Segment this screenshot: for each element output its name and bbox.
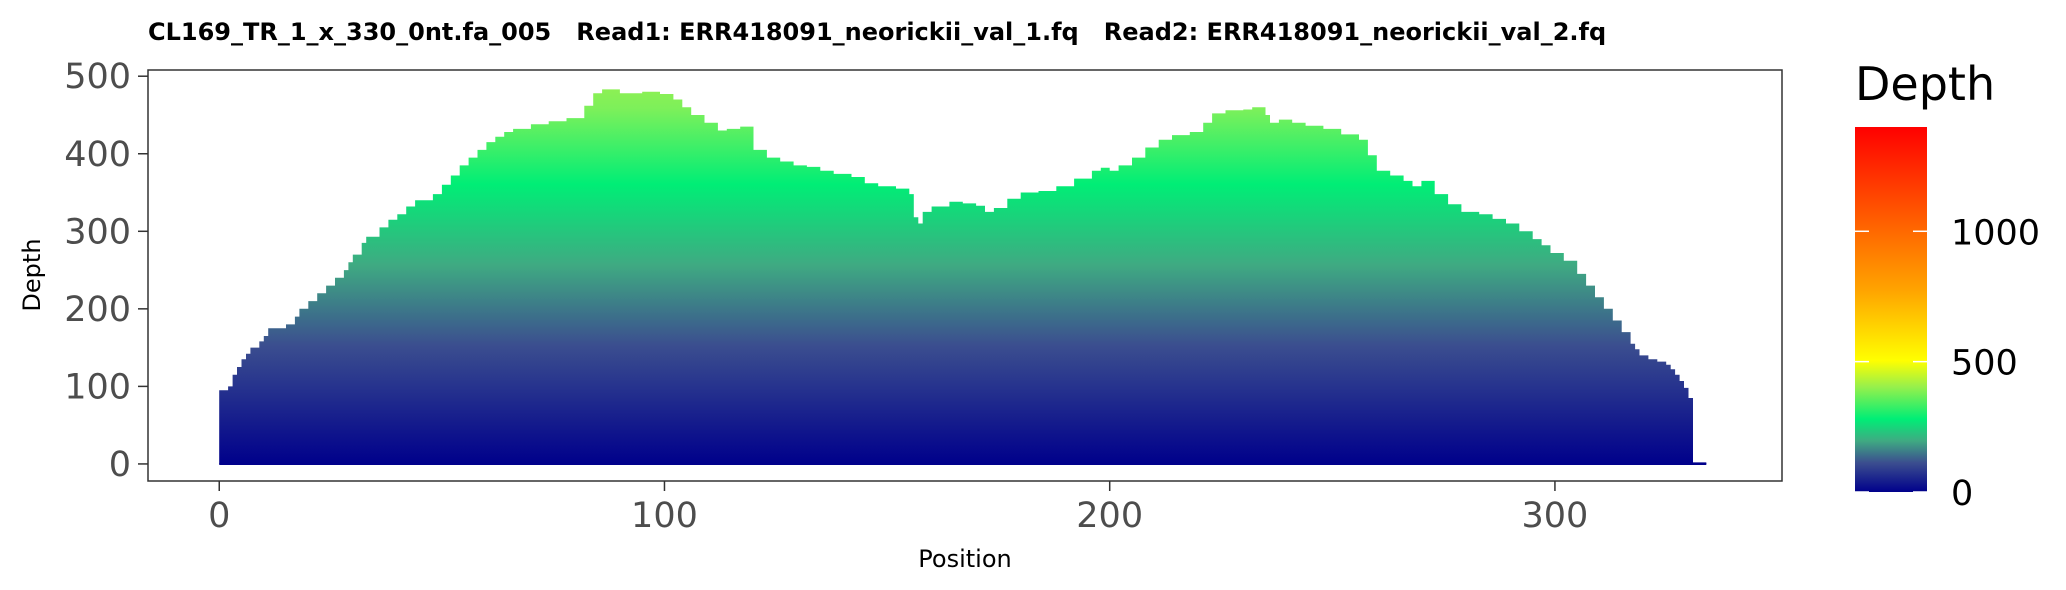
x-tick-label: 0 <box>208 496 230 536</box>
x-axis: 0 100 200 300 <box>208 481 1588 536</box>
x-tick-label: 200 <box>1076 496 1143 536</box>
plot-area <box>219 89 1707 465</box>
chart-title: CL169_TR_1_x_330_0nt.fa_005 Read1: ERR41… <box>148 18 1606 46</box>
legend: Depth 0 500 1000 <box>1855 57 2040 514</box>
legend-colorbar <box>1855 127 1927 492</box>
legend-tick-label: 0 <box>1951 474 1973 514</box>
x-tick-label: 300 <box>1522 496 1589 536</box>
legend-tick-label: 1000 <box>1951 213 2040 253</box>
legend-title: Depth <box>1855 57 1995 111</box>
depth-area <box>219 89 1707 464</box>
y-tick-label: 100 <box>64 367 131 407</box>
y-tick-label: 0 <box>109 445 131 485</box>
x-tick-label: 100 <box>631 496 698 536</box>
legend-tick-label: 500 <box>1951 344 2018 384</box>
y-tick-label: 400 <box>64 135 131 175</box>
y-tick-label: 300 <box>64 212 131 252</box>
x-axis-title: Position <box>918 545 1011 573</box>
y-tick-label: 500 <box>64 57 131 97</box>
y-axis: 0 100 200 300 400 500 <box>64 57 148 485</box>
panel-border <box>147 69 1783 482</box>
y-tick-label: 200 <box>64 290 131 330</box>
y-axis-title: Depth <box>18 238 46 311</box>
legend-ticks: 0 500 1000 <box>1855 213 2040 514</box>
